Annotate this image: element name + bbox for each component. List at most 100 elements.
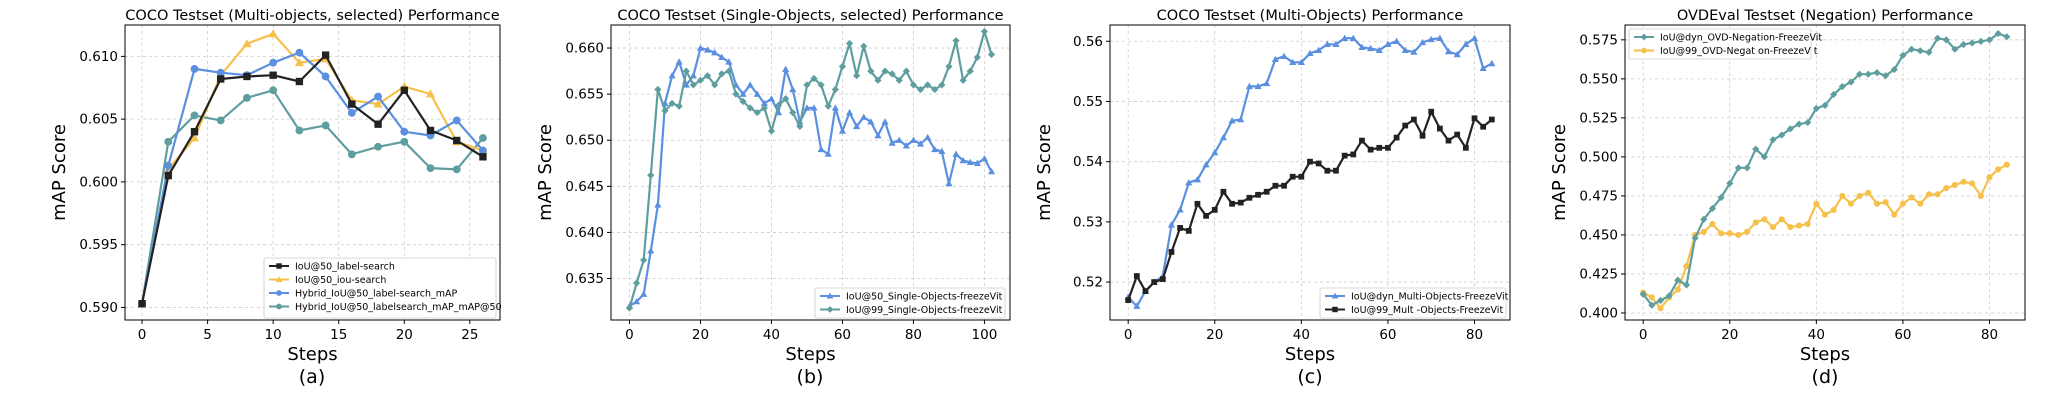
data-point: [347, 108, 356, 117]
data-point: [1934, 191, 1941, 198]
data-point: [1385, 144, 1391, 151]
data-point: [1298, 173, 1305, 180]
data-point: [675, 58, 683, 65]
data-point: [269, 86, 278, 95]
data-point: [1255, 191, 1261, 198]
data-point: [739, 97, 747, 106]
x-tick-label: 40: [1293, 327, 1310, 343]
data-point: [1726, 179, 1734, 188]
data-point: [1350, 151, 1357, 158]
data-point: [1393, 134, 1400, 141]
data-point: [1185, 179, 1193, 186]
data-point: [189, 133, 200, 142]
data-point: [426, 164, 435, 173]
data-point: [647, 171, 655, 179]
data-point: [881, 67, 889, 75]
data-point: [654, 85, 662, 94]
data-point: [1925, 48, 1933, 56]
data-point: [817, 145, 825, 153]
data-point: [1856, 192, 1863, 199]
series-line: [140, 89, 484, 304]
x-tick-label: 40: [1808, 327, 1825, 343]
x-axis-label: Steps: [785, 344, 835, 365]
data-point: [654, 201, 662, 208]
data-point: [294, 58, 304, 67]
data-point: [1480, 123, 1487, 130]
legend-marker: [276, 290, 282, 296]
data-point: [2003, 161, 2010, 168]
data-point: [1865, 189, 1872, 196]
chart-title: COCO Testset (Single-Objects, selected) …: [617, 8, 1003, 24]
data-point: [1648, 294, 1655, 301]
data-point: [888, 139, 896, 146]
data-point: [1427, 35, 1435, 43]
data-point: [966, 67, 974, 75]
data-point: [909, 81, 918, 89]
data-point: [874, 132, 882, 139]
y-tick-label: 0.660: [565, 41, 604, 57]
data-point: [1942, 36, 1950, 44]
data-point: [374, 120, 382, 128]
data-point: [760, 99, 768, 107]
legend-marker: [275, 276, 283, 283]
data-point: [1133, 302, 1141, 309]
data-point: [1683, 263, 1690, 270]
data-point: [1656, 296, 1665, 305]
data-point: [753, 90, 761, 97]
data-point: [625, 304, 634, 312]
data-point: [966, 158, 974, 166]
data-point: [1933, 34, 1942, 42]
series-line: [140, 53, 484, 304]
data-point: [479, 146, 487, 155]
data-point: [1951, 45, 1959, 53]
y-tick-label: 0.600: [79, 174, 118, 190]
data-point: [1367, 146, 1374, 153]
y-tick-label: 0.475: [1579, 188, 1618, 204]
x-tick-label: 20: [1206, 327, 1223, 343]
data-point: [931, 85, 939, 94]
data-point: [1289, 173, 1296, 180]
x-tick-label: 80: [1981, 327, 1998, 343]
data-point: [1639, 290, 1647, 298]
data-point: [1358, 43, 1366, 50]
data-point: [824, 102, 832, 110]
legend-box: [1628, 28, 1812, 60]
series-line: [140, 32, 484, 304]
legend-box: [814, 287, 1006, 319]
data-point: [1193, 176, 1202, 183]
data-point: [1908, 194, 1915, 201]
data-point: [1280, 52, 1288, 60]
data-point: [242, 39, 252, 48]
legend-box: [1319, 287, 1507, 319]
legend: IoU@50_label-search IoU@50_iou-search Hybr…: [263, 257, 502, 319]
legend-label: IoU@50_iou-search: [295, 275, 386, 286]
data-point: [732, 90, 740, 98]
data-point: [1813, 200, 1820, 207]
legend-label: IoU@99_Mult -Objects-FreezeVit: [1351, 305, 1503, 316]
data-point: [1960, 178, 1967, 185]
data-point: [767, 127, 776, 135]
data-point: [1726, 230, 1733, 237]
y-axis-label: mAP Score: [1034, 124, 1055, 221]
data-point: [426, 126, 435, 135]
data-point: [1995, 166, 2002, 173]
data-point: [400, 86, 408, 94]
data-point: [746, 81, 754, 88]
data-point: [718, 53, 726, 60]
y-tick-label: 0.55: [1073, 94, 1103, 110]
data-point: [138, 300, 146, 308]
y-tick-label: 0.54: [1073, 154, 1103, 170]
data-point: [1795, 222, 1803, 229]
data-point: [1804, 220, 1811, 228]
data-point: [696, 44, 705, 51]
data-point: [632, 279, 641, 287]
chart-title: COCO Testset (Multi-Objects) Performance: [1157, 8, 1464, 24]
data-point: [845, 108, 854, 116]
data-point: [295, 48, 304, 57]
legend-marker: [1332, 306, 1338, 313]
data-point: [1925, 191, 1932, 198]
data-point: [838, 62, 847, 71]
x-tick-label: 20: [1721, 327, 1738, 343]
data-point: [803, 104, 811, 111]
data-point: [1977, 192, 1984, 199]
